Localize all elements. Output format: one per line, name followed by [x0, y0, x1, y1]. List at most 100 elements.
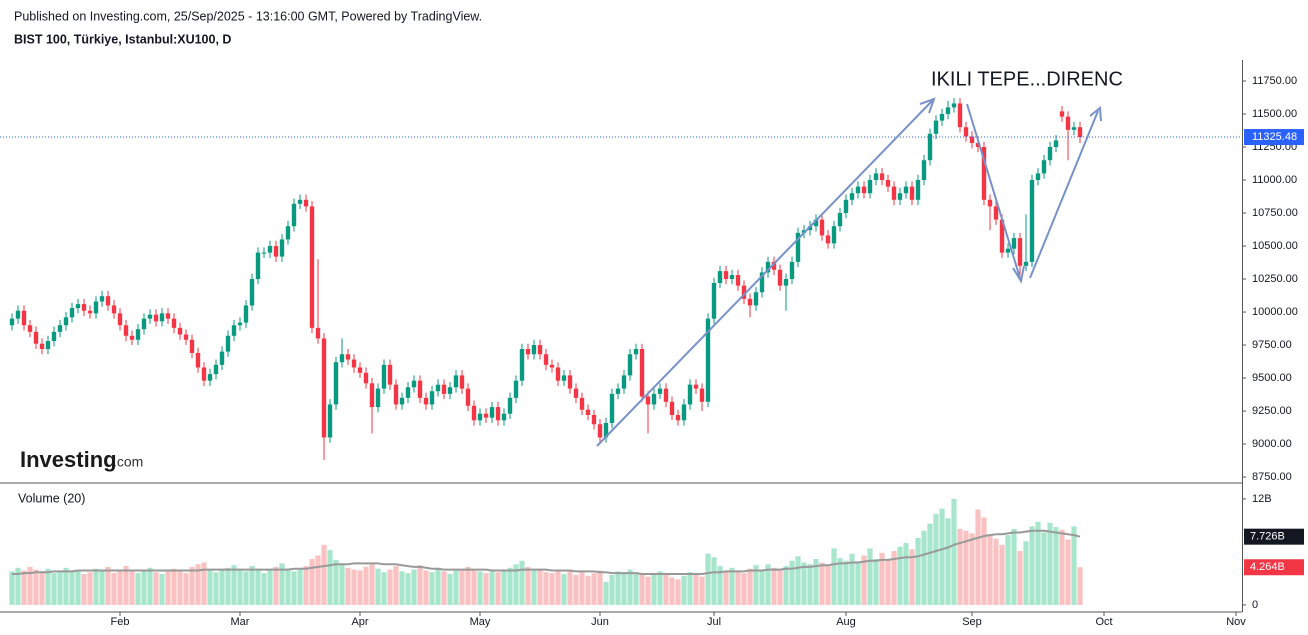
candle-body: [81, 304, 87, 311]
candle-body: [51, 331, 57, 342]
candle-body: [711, 282, 717, 319]
candle-body: [33, 331, 39, 344]
candle-body: [537, 345, 543, 355]
candle-body: [195, 352, 201, 368]
volume-bar: [285, 568, 291, 605]
candle-body: [501, 413, 507, 421]
volume-bar: [795, 556, 801, 605]
candle-body: [93, 301, 99, 314]
y-tick-label: 9000.00: [1252, 438, 1292, 450]
candle-body: [423, 397, 429, 405]
volume-bar: [471, 569, 477, 605]
x-tick-label: Apr: [351, 616, 368, 628]
volume-bar: [165, 570, 171, 605]
volume-bar: [687, 572, 693, 605]
volume-bar: [453, 568, 459, 605]
volume-bar: [981, 517, 987, 605]
volume-bar: [705, 553, 711, 605]
volume-bar: [369, 562, 375, 605]
candle-body: [375, 388, 381, 408]
volume-bar: [663, 574, 669, 605]
watermark-suffix: .com: [113, 454, 143, 470]
candle-body: [471, 405, 477, 421]
volume-bar: [189, 566, 195, 605]
volume-bar: [177, 571, 183, 605]
candle-body: [75, 304, 81, 309]
y-tick-label: 10250.00: [1252, 273, 1298, 285]
candle-body: [129, 335, 135, 340]
candle-body: [477, 413, 483, 421]
x-tick-label: Oct: [1095, 616, 1112, 628]
volume-bar: [333, 559, 339, 605]
volume-bar: [603, 581, 609, 605]
volume-bar: [45, 568, 51, 605]
volume-bar: [771, 567, 777, 605]
volume-bar: [435, 567, 441, 605]
y-tick-label: 11000.00: [1252, 174, 1297, 186]
volume-bar: [297, 569, 303, 605]
candle-body: [243, 305, 249, 323]
candle-body: [1065, 116, 1071, 130]
volume-bar: [555, 570, 561, 605]
candle-body: [735, 275, 741, 286]
volume-bar: [315, 555, 321, 605]
volume-bar: [933, 513, 939, 605]
volume-bar: [237, 568, 243, 605]
published-note: Published on Investing.com, 25/Sep/2025 …: [14, 9, 482, 23]
volume-bar: [219, 570, 225, 605]
candle-body: [603, 422, 609, 438]
volume-bar: [1035, 521, 1041, 605]
x-tick-label: Mar: [231, 616, 250, 628]
candle-body: [123, 325, 129, 336]
volume-bar: [393, 566, 399, 605]
volume-bar: [399, 571, 405, 605]
candle-body: [435, 384, 441, 392]
candle-body: [885, 180, 891, 187]
candle-body: [699, 388, 705, 402]
candle-body: [525, 348, 531, 355]
candle-body: [411, 380, 417, 388]
volume-bar: [201, 562, 207, 605]
candle-body: [333, 362, 339, 405]
volume-bar: [939, 508, 945, 605]
candle-body: [495, 407, 501, 421]
candle-body: [39, 343, 45, 349]
last-price-tag: [1244, 129, 1304, 146]
candle-body: [267, 246, 273, 253]
candle-body: [69, 308, 75, 318]
candle-body: [1053, 140, 1059, 148]
volume-bar: [141, 569, 147, 605]
candle-body: [399, 397, 405, 405]
y-tick-label: 11500.00: [1252, 108, 1297, 120]
candle-body: [645, 396, 651, 405]
candle-body: [219, 351, 225, 365]
volume-bar: [243, 571, 249, 605]
volume-bar: [171, 568, 177, 605]
volume-bar: [513, 564, 519, 605]
candle-body: [207, 374, 213, 381]
candle-body: [669, 401, 675, 416]
candle-body: [531, 345, 537, 355]
candle-body: [189, 339, 195, 353]
volume-bar: [717, 566, 723, 605]
candle-body: [819, 219, 825, 236]
candle-body: [21, 310, 27, 326]
volume-bar: [957, 528, 963, 605]
candle-body: [1011, 238, 1017, 249]
candle-body: [591, 415, 597, 425]
annotation-arrows: [596, 97, 1102, 447]
volume-bar: [951, 498, 957, 605]
volume-bar: [759, 569, 765, 605]
volume-bar: [447, 574, 453, 605]
candle-body: [1041, 160, 1047, 174]
annotation: IKILI TEPE...DIRENC: [931, 68, 1123, 90]
chart-title: BIST 100, Türkiye, Istanbul:XU100, D: [14, 32, 231, 46]
candle-body: [957, 103, 963, 128]
candle-body: [675, 415, 681, 421]
candle-body: [963, 127, 969, 137]
candle-body: [639, 348, 645, 397]
volume-bar: [543, 572, 549, 605]
candle-body: [177, 327, 183, 335]
candle-body: [843, 199, 849, 214]
volume-bar: [1059, 529, 1065, 605]
